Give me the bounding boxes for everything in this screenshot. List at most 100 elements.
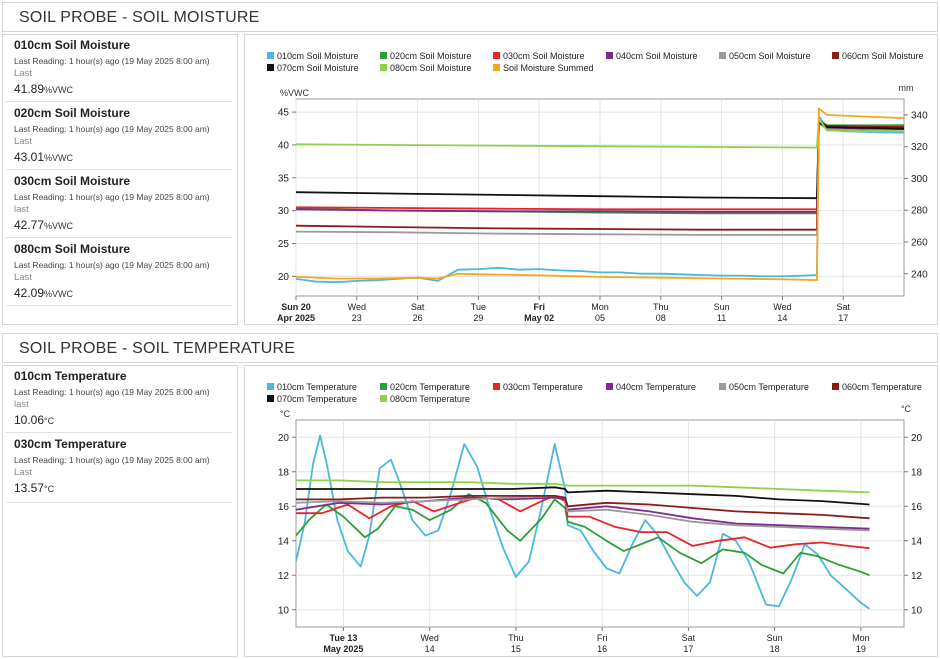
y-tick-label: 14 — [278, 536, 290, 547]
y2-axis-label: °C — [901, 404, 912, 414]
legend-swatch — [380, 52, 387, 59]
legend-entry: 060cm Temperature — [842, 382, 922, 392]
y2-tick-label: 20 — [911, 433, 923, 444]
x-tick-label: 26 — [413, 313, 423, 323]
x-tick-label: Sun — [714, 302, 730, 312]
reading-unit: °C — [44, 416, 55, 426]
reading-last-time: Last Reading: 1 hour(s) ago (19 May 2025… — [14, 455, 210, 465]
x-tick-label: Wed — [421, 633, 439, 643]
x-tick-label: Wed — [773, 302, 791, 312]
reading-card[interactable]: 030cm Temperature Last Reading: 1 hour(s… — [6, 433, 232, 503]
x-tick-label: 15 — [511, 644, 521, 654]
legend-swatch — [832, 52, 839, 59]
legend-swatch — [493, 383, 500, 390]
moisture-section-title: SOIL PROBE - SOIL MOISTURE — [19, 9, 260, 26]
reading-card[interactable]: 010cm Soil Moisture Last Reading: 1 hour… — [6, 34, 232, 102]
series-line — [296, 486, 870, 506]
series-line — [296, 122, 904, 236]
reading-card[interactable]: 020cm Soil Moisture Last Reading: 1 hour… — [6, 102, 232, 170]
reading-value: 10.06 — [14, 413, 45, 427]
x-tick-label: Tue — [471, 302, 486, 312]
x-tick-label: 14 — [425, 644, 435, 654]
x-tick-label: Sun — [767, 633, 783, 643]
plot-area — [295, 419, 905, 628]
x-tick-label: May 02 — [524, 313, 554, 323]
legend-entry: 040cm Temperature — [616, 382, 696, 392]
reading-label: Last — [14, 68, 32, 79]
reading-value: 41.89 — [14, 82, 45, 96]
moisture-readings-panel — [2, 34, 238, 325]
reading-card[interactable]: 010cm Temperature Last Reading: 1 hour(s… — [6, 365, 232, 433]
reading-unit: %VWC — [44, 221, 74, 231]
x-tick-label: 18 — [770, 644, 780, 654]
x-tick-label: 17 — [838, 313, 848, 323]
y-tick-label: 10 — [278, 605, 290, 616]
reading-name: 020cm Soil Moisture — [14, 106, 131, 120]
y-tick-label: 40 — [278, 140, 290, 151]
temperature-section-title: SOIL PROBE - SOIL TEMPERATURE — [19, 340, 296, 357]
series-line — [296, 107, 904, 282]
reading-name: 030cm Temperature — [14, 437, 127, 451]
reading-value: 13.57 — [14, 481, 45, 495]
x-tick-label: 17 — [683, 644, 693, 654]
y2-tick-label: 280 — [911, 206, 928, 217]
legend-swatch — [267, 64, 274, 71]
reading-last-time: Last Reading: 1 hour(s) ago (19 May 2025… — [14, 260, 210, 270]
y-tick-label: 16 — [278, 502, 290, 513]
legend-entry: 030cm Soil Moisture — [503, 51, 585, 61]
reading-card[interactable]: 080cm Soil Moisture Last Reading: 1 hour… — [6, 238, 232, 306]
reading-name: 010cm Soil Moisture — [14, 38, 131, 52]
y2-tick-label: 300 — [911, 174, 928, 185]
legend-swatch — [719, 52, 726, 59]
x-tick-label: Thu — [508, 633, 524, 643]
y2-tick-label: 320 — [911, 142, 928, 153]
reading-card[interactable]: 030cm Soil Moisture Last Reading: 1 hour… — [6, 170, 232, 238]
legend-entry: 050cm Soil Moisture — [729, 51, 811, 61]
reading-label: Last — [14, 272, 32, 283]
legend-entry: Soil Moisture Summed — [503, 63, 594, 73]
legend-swatch — [380, 64, 387, 71]
legend-swatch — [606, 52, 613, 59]
reading-unit: °C — [44, 484, 55, 494]
y2-tick-label: 18 — [911, 467, 923, 478]
legend-swatch — [493, 52, 500, 59]
x-tick-label: Thu — [653, 302, 669, 312]
y-tick-label: 20 — [278, 433, 290, 444]
reading-label: last — [14, 399, 29, 410]
legend-entry: 070cm Temperature — [277, 394, 357, 404]
x-tick-label: Apr 2025 — [277, 313, 315, 323]
x-tick-label: Fri — [597, 633, 608, 643]
reading-unit: %VWC — [44, 85, 74, 95]
y-axis-label: °C — [280, 409, 291, 419]
legend-swatch — [380, 395, 387, 402]
legend-entry: 030cm Temperature — [503, 382, 583, 392]
legend-entry: 010cm Temperature — [277, 382, 357, 392]
legend-swatch — [267, 395, 274, 402]
reading-value-row: 13.57°C — [14, 481, 54, 495]
series-line — [296, 493, 870, 577]
legend-swatch — [267, 52, 274, 59]
y-tick-label: 12 — [278, 571, 290, 582]
x-tick-label: 23 — [352, 313, 362, 323]
series-line — [296, 479, 870, 494]
legend-entry: 080cm Soil Moisture — [390, 63, 472, 73]
legend-swatch — [380, 383, 387, 390]
y-tick-label: 30 — [278, 206, 290, 217]
x-tick-label: Mon — [591, 302, 609, 312]
x-tick-label: Mon — [852, 633, 870, 643]
reading-name: 080cm Soil Moisture — [14, 242, 131, 256]
x-tick-label: 29 — [473, 313, 483, 323]
reading-value: 42.09 — [14, 286, 45, 300]
reading-value-row: 42.77%VWC — [14, 218, 73, 232]
legend-entry: 050cm Temperature — [729, 382, 809, 392]
y-tick-label: 35 — [278, 173, 290, 184]
reading-value: 43.01 — [14, 150, 45, 164]
x-tick-label: Tue 13 — [330, 633, 358, 643]
y-tick-label: 45 — [278, 108, 290, 119]
reading-value: 42.77 — [14, 218, 45, 232]
y-axis-label: %VWC — [280, 88, 310, 98]
y-tick-label: 25 — [278, 239, 290, 250]
reading-name: 030cm Soil Moisture — [14, 174, 131, 188]
y-tick-label: 20 — [278, 272, 290, 283]
